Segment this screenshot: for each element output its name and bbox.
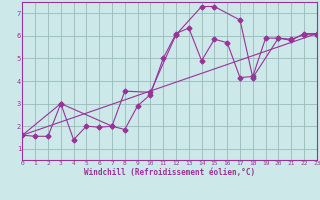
X-axis label: Windchill (Refroidissement éolien,°C): Windchill (Refroidissement éolien,°C) (84, 168, 255, 177)
